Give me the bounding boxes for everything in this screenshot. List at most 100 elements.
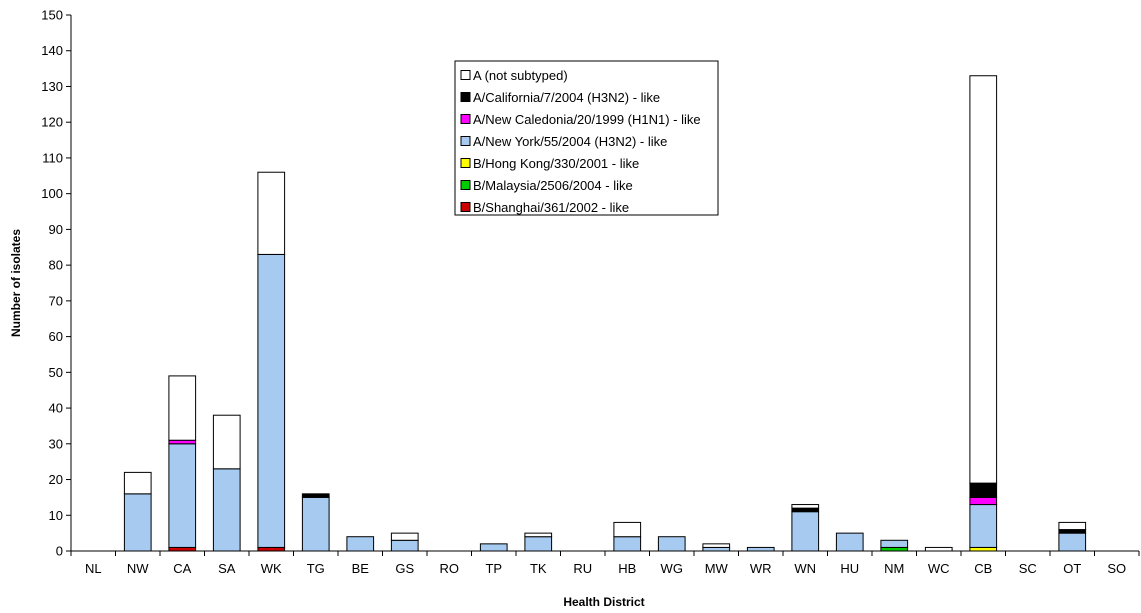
bar-segment-wk-s3 — [257, 253, 286, 548]
bar-segment-ca-s4 — [168, 439, 197, 445]
bar-segment-wk-s6 — [257, 171, 286, 255]
legend-swatch-1 — [460, 92, 471, 102]
x-tick-label-hu: HU — [840, 561, 859, 576]
bar-segment-ot-s3 — [1058, 532, 1087, 552]
bar-segment-ot-s6 — [1058, 521, 1087, 531]
bar-segment-nw-s6 — [123, 471, 152, 495]
legend-box — [454, 60, 719, 216]
bar-segment-mw-s6 — [702, 543, 731, 548]
bar-segment-wk-s0 — [257, 546, 286, 552]
x-tick-label-nl: NL — [85, 561, 102, 576]
bar-segment-tk-s3 — [524, 536, 553, 552]
bar-segment-ca-s0 — [168, 546, 197, 552]
bar-segment-ca-s6 — [168, 375, 197, 441]
bar-segment-wn-s3 — [791, 511, 820, 552]
x-tick-label-ro: RO — [440, 561, 460, 576]
legend-entry-3: A/New York/55/2004 (H3N2) - like — [473, 134, 667, 149]
bar-segment-hb-s6 — [613, 521, 642, 538]
legend-swatch-2 — [460, 114, 471, 124]
legend-entry-1: A/California/7/2004 (H3N2) - like — [473, 90, 660, 105]
y-tick-label-60: 60 — [49, 329, 63, 344]
x-tick-label-tg: TG — [307, 561, 325, 576]
x-tick-label-ca: CA — [173, 561, 191, 576]
bar-segment-hu-s3 — [835, 532, 864, 552]
bar-segment-mw-s3 — [702, 546, 731, 552]
axes-layer — [66, 14, 1140, 556]
y-tick-label-0: 0 — [56, 544, 63, 559]
bars-layer — [123, 75, 1087, 552]
bar-segment-wn-s6 — [791, 504, 820, 509]
y-tick-label-120: 120 — [41, 115, 63, 130]
x-tick-label-ru: RU — [573, 561, 592, 576]
x-tick-label-sa: SA — [218, 561, 236, 576]
bar-segment-hb-s3 — [613, 536, 642, 552]
bar-segment-gs-s6 — [390, 532, 419, 541]
bar-segment-cb-s4 — [969, 496, 998, 506]
legend-swatch-4 — [460, 158, 471, 168]
bar-segment-cb-s2 — [969, 546, 998, 552]
y-tick-label-20: 20 — [49, 472, 63, 487]
x-tick-label-wn: WN — [794, 561, 816, 576]
y-tick-label-140: 140 — [41, 43, 63, 58]
bar-segment-cb-s3 — [969, 504, 998, 548]
x-tick-label-mw: MW — [705, 561, 729, 576]
x-tick-label-wk: WK — [261, 561, 282, 576]
y-tick-label-50: 50 — [49, 365, 63, 380]
bar-segment-tp-s3 — [479, 543, 508, 552]
bar-segment-tk-s6 — [524, 532, 553, 538]
legend-entry-4: B/Hong Kong/330/2001 - like — [473, 156, 639, 171]
bar-segment-ot-s5 — [1058, 529, 1087, 534]
labels-layer: 0 10 20 30 40 50 60 70 80 90 100 110 120 130 140 150 NL N… — [41, 8, 1126, 577]
legend-swatch-3 — [460, 136, 471, 146]
bar-segment-wn-s5 — [791, 507, 820, 513]
bar-segment-wg-s3 — [657, 536, 686, 552]
bar-segment-sa-s3 — [212, 468, 241, 552]
bar-segment-nm-s3 — [880, 539, 909, 548]
bar-segment-sa-s6 — [212, 414, 241, 470]
x-tick-label-sc: SC — [1019, 561, 1037, 576]
legend-entry-5: B/Malaysia/2506/2004 - like — [473, 178, 633, 193]
bar-segment-cb-s6 — [969, 75, 998, 484]
y-tick-label-150: 150 — [41, 8, 63, 23]
y-tick-label-90: 90 — [49, 222, 63, 237]
bar-segment-ca-s3 — [168, 443, 197, 548]
y-tick-label-130: 130 — [41, 79, 63, 94]
y-tick-label-70: 70 — [49, 293, 63, 308]
x-tick-label-nm: NM — [884, 561, 904, 576]
x-tick-label-gs: GS — [395, 561, 414, 576]
legend-swatch-0 — [460, 70, 471, 80]
legend-entry-2: A/New Caledonia/20/1999 (H1N1) - like — [473, 112, 701, 127]
x-tick-label-be: BE — [352, 561, 370, 576]
y-tick-label-30: 30 — [49, 436, 63, 451]
legend-entry-6: B/Shanghai/361/2002 - like — [473, 200, 629, 215]
bar-segment-tg-s3 — [301, 496, 330, 552]
legend-entry-0: A (not subtyped) — [473, 68, 568, 83]
y-axis-title: Number of isolates — [9, 229, 23, 337]
legend-swatch-6 — [460, 202, 471, 212]
x-tick-label-cb: CB — [974, 561, 992, 576]
x-tick-label-wg: WG — [661, 561, 683, 576]
x-tick-label-tk: TK — [530, 561, 547, 576]
bar-segment-nm-s1 — [880, 546, 909, 552]
y-tick-label-110: 110 — [42, 150, 63, 165]
bar-segment-be-s3 — [346, 536, 375, 552]
y-tick-label-10: 10 — [49, 508, 63, 523]
x-tick-label-wr: WR — [750, 561, 772, 576]
bar-segment-nw-s3 — [123, 493, 152, 552]
x-tick-label-nw: NW — [127, 561, 149, 576]
x-tick-label-wc: WC — [928, 561, 950, 576]
bar-segment-wc-s6 — [924, 546, 953, 552]
x-axis-title: Health District — [563, 595, 644, 609]
legend: A (not subtyped) A/California/7/2004 (H3N… — [454, 60, 719, 216]
bar-segment-cb-s5 — [969, 482, 998, 498]
bar-segment-wr-s3 — [746, 546, 775, 552]
y-tick-label-80: 80 — [49, 258, 63, 273]
bar-segment-gs-s3 — [390, 539, 419, 552]
x-tick-label-ot: OT — [1063, 561, 1081, 576]
x-tick-label-tp: TP — [485, 561, 502, 576]
legend-swatch-5 — [460, 180, 471, 190]
y-tick-label-100: 100 — [41, 186, 63, 201]
x-tick-label-hb: HB — [618, 561, 636, 576]
